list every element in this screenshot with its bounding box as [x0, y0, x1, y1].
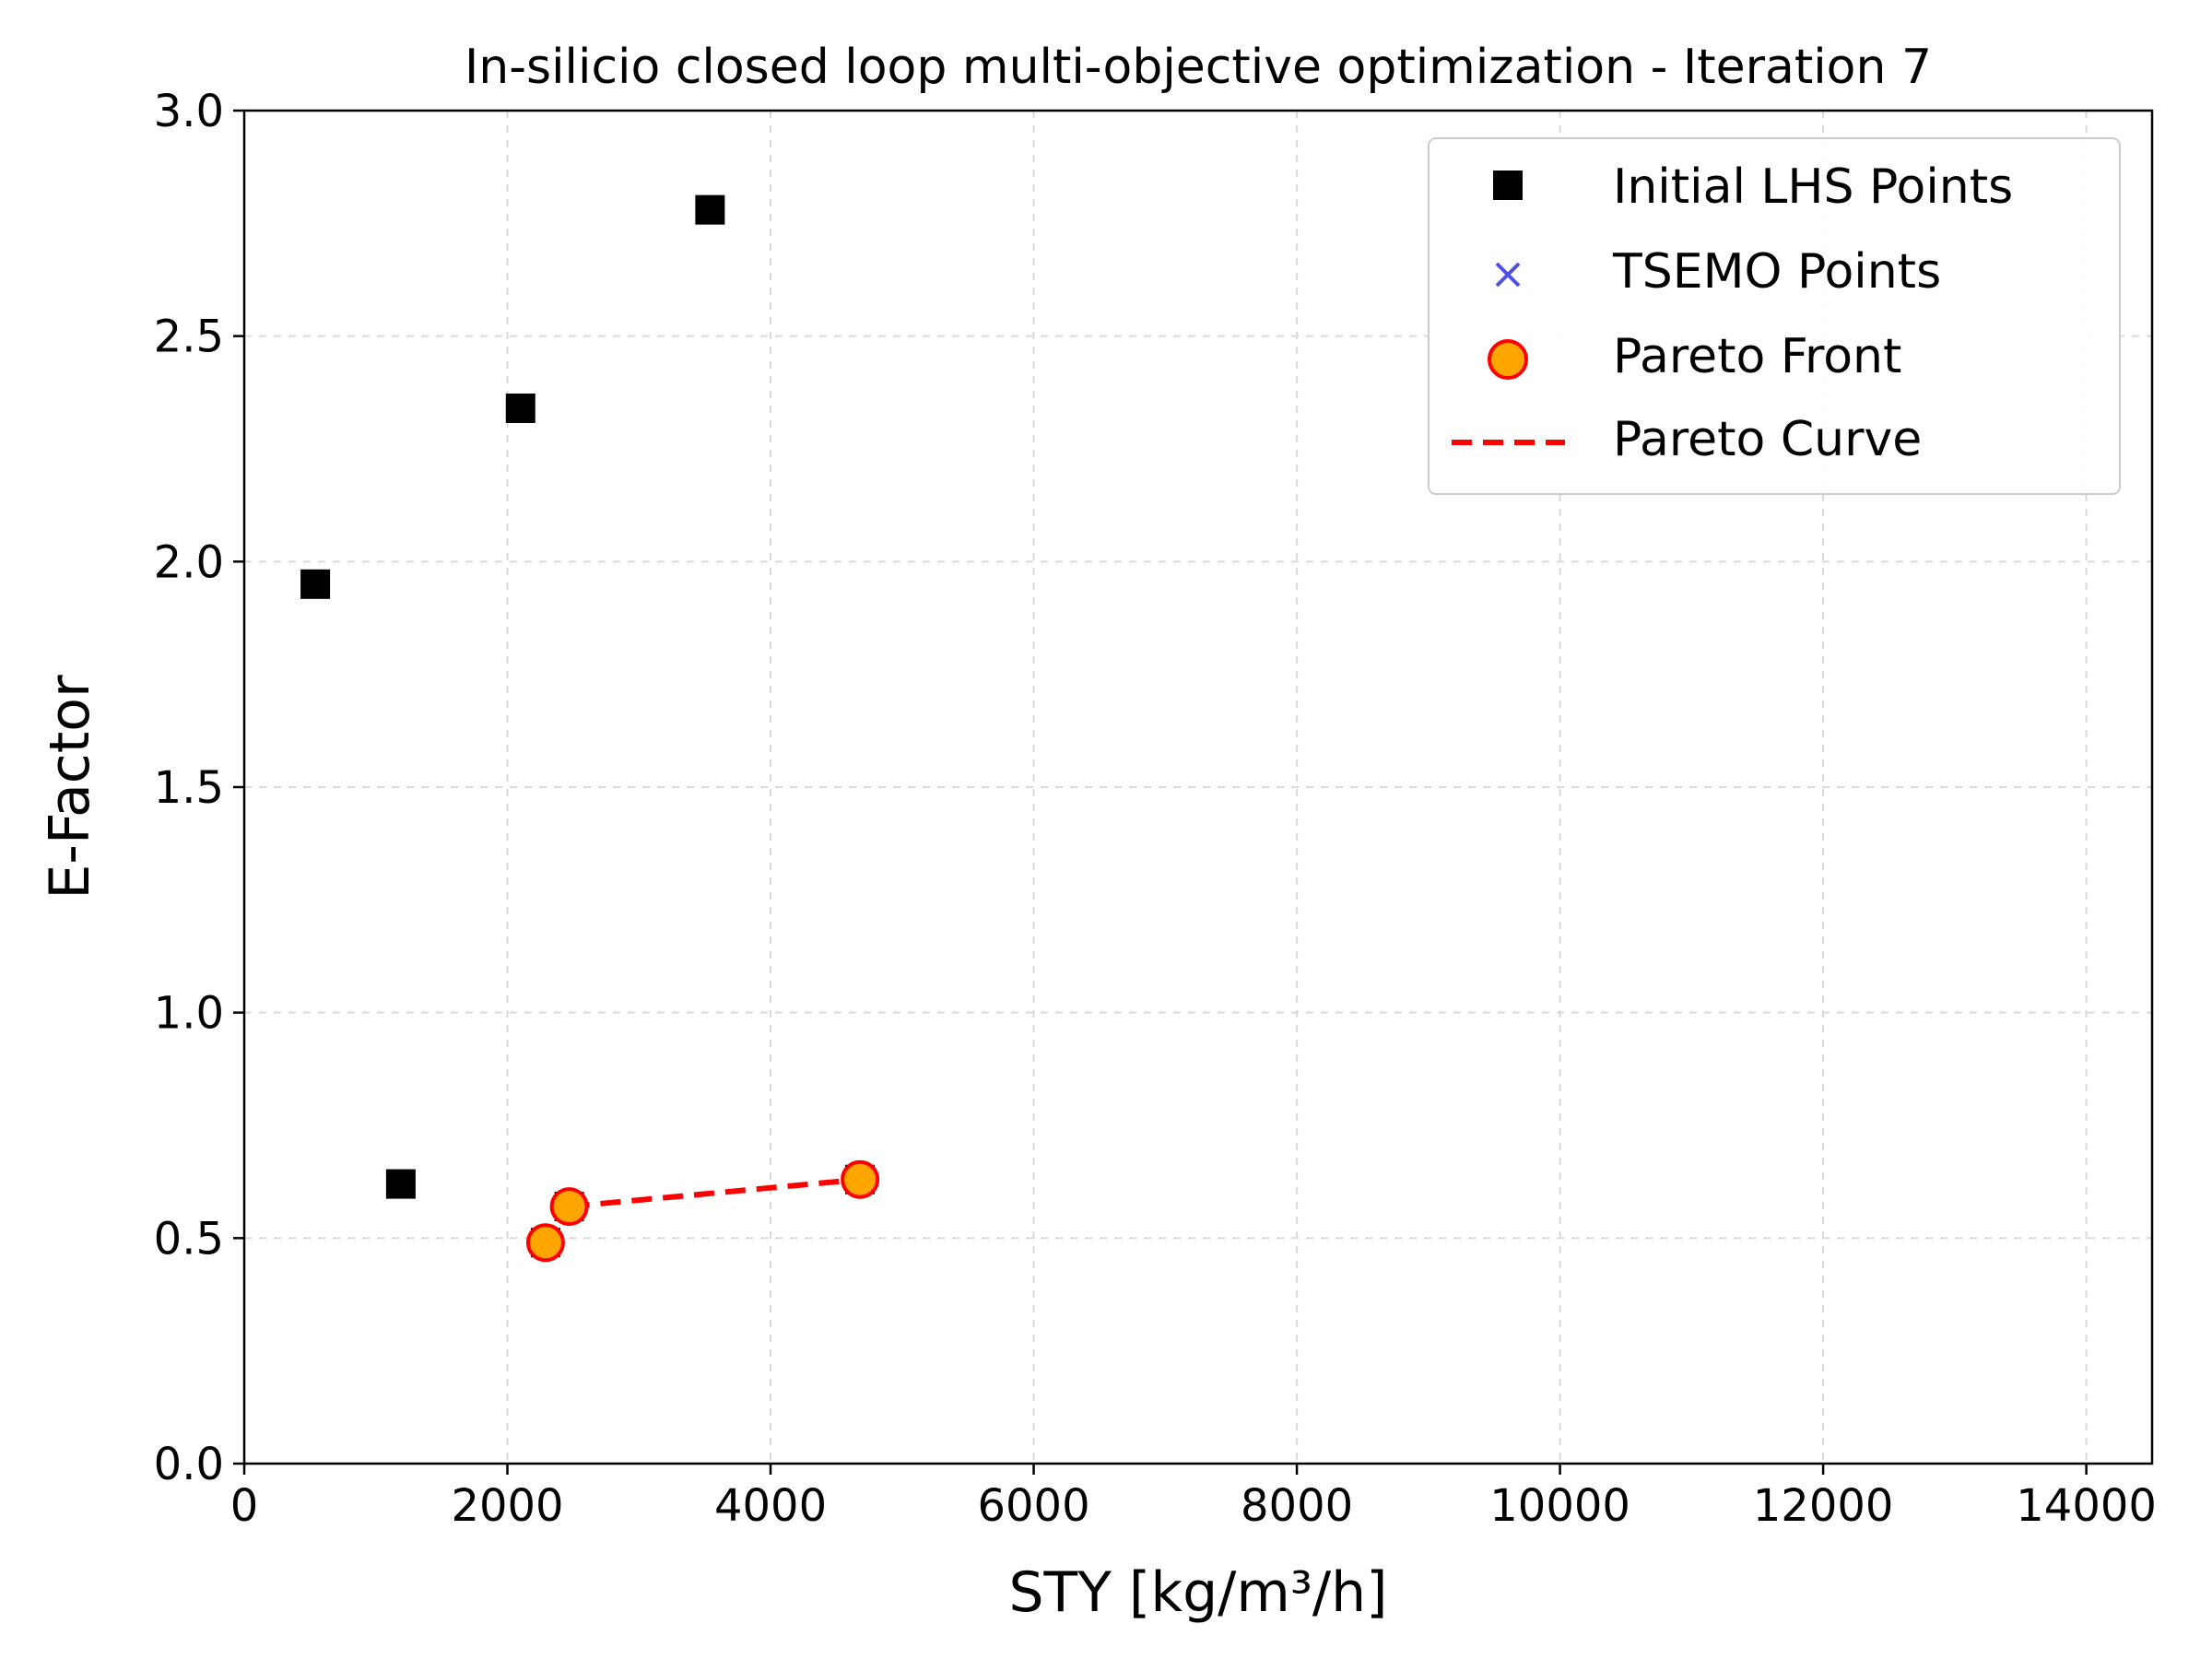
- initial-lhs-point: [300, 569, 331, 599]
- y-tick-label: 3.0: [154, 86, 224, 137]
- x-tick-label: 12000: [1753, 1480, 1894, 1532]
- legend-label-pareto-curve: Pareto Curve: [1613, 412, 1922, 467]
- chart-title: In-silicio closed loop multi-objective o…: [465, 40, 1932, 95]
- x-tick-label: 8000: [1241, 1480, 1353, 1532]
- y-tick-label: 1.5: [154, 762, 224, 814]
- y-axis-label: E-Factor: [38, 675, 102, 900]
- x-axis-label: STY [kg/m³/h]: [1008, 1560, 1387, 1625]
- y-tick-label: 0.5: [154, 1213, 224, 1265]
- y-tick-label: 2.0: [154, 536, 224, 588]
- legend-item-pareto-front: Pareto Front: [1488, 329, 1901, 384]
- initial-lhs-point: [695, 194, 725, 225]
- legend-item-initial-lhs: Initial LHS Points: [1493, 159, 2013, 215]
- legend-label-tsemo: TSEMO Points: [1612, 244, 1941, 300]
- series-layer: [300, 194, 880, 1263]
- y-tick-label: 1.0: [154, 988, 224, 1040]
- legend-label-pareto-front: Pareto Front: [1613, 329, 1901, 384]
- initial-lhs-point: [505, 393, 535, 423]
- pareto-front-point: [841, 1159, 880, 1199]
- x-tick-label: 6000: [977, 1480, 1089, 1532]
- pareto-curve-line: [569, 1176, 861, 1210]
- legend-square-icon: [1493, 171, 1523, 200]
- pareto-front-point: [549, 1187, 589, 1227]
- y-tick-label: 2.5: [154, 312, 224, 363]
- legend-circle-icon: [1488, 339, 1528, 380]
- legend-x-icon: [1495, 262, 1521, 288]
- legend-item-pareto-curve: Pareto Curve: [1452, 412, 1922, 467]
- legend-label-initial-lhs: Initial LHS Points: [1613, 159, 2013, 215]
- pareto-front-point: [525, 1223, 565, 1263]
- y-tick-label: 0.0: [154, 1439, 224, 1490]
- initial-lhs-point: [385, 1169, 416, 1199]
- legend-item-tsemo: TSEMO Points: [1495, 244, 1941, 300]
- x-tick-label: 14000: [2016, 1480, 2157, 1532]
- legend: Initial LHS Points TSEMO Points Pareto F…: [1428, 137, 2121, 495]
- x-tick-label: 2000: [451, 1480, 563, 1532]
- legend-box: [1428, 137, 2121, 495]
- x-tick-label: 0: [230, 1480, 259, 1532]
- x-tick-label: 4000: [714, 1480, 827, 1532]
- x-tick-label: 10000: [1489, 1480, 1630, 1532]
- axis-ticks: 0 2000 4000 6000 8000 10000 12000 14000 0.0 0.5 1.…: [154, 86, 2157, 1532]
